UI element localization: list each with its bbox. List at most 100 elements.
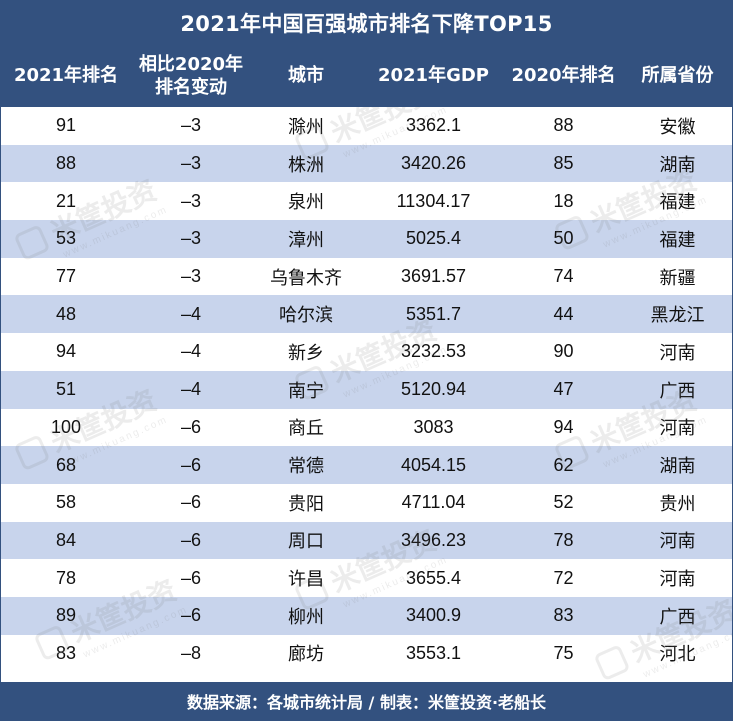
cell-gdp-2021: 3655.4 xyxy=(405,567,462,588)
cell-province: 河北 xyxy=(659,644,696,666)
cell-city: 新乡 xyxy=(288,342,324,364)
cell-rank-2021: 58 xyxy=(55,492,77,513)
cell-rank-change: –6 xyxy=(180,492,202,513)
cell-city: 商丘 xyxy=(288,418,324,440)
cell-rank-2020: 62 xyxy=(553,454,574,475)
cell-rank-2020: 52 xyxy=(553,492,574,513)
table-row: 78 –6 许昌 3655.4 72 河南 xyxy=(1,559,732,597)
cell-gdp-2021: 3496.23 xyxy=(400,529,467,550)
header-rank-change-line2: 排名变动 xyxy=(155,77,227,98)
cell-rank-2021: 94 xyxy=(55,341,77,362)
cell-gdp-2021: 11304.17 xyxy=(396,190,471,211)
cell-gdp-2021: 5120.94 xyxy=(400,379,467,400)
header-rank-change-line1: 相比2020年 xyxy=(138,53,244,75)
cell-rank-2020: 72 xyxy=(553,567,574,588)
cell-province: 福建 xyxy=(659,192,696,214)
header-city: 城市 xyxy=(288,65,324,87)
cell-rank-2020: 18 xyxy=(553,190,574,211)
cell-rank-change: –3 xyxy=(180,266,202,287)
cell-rank-2021: 51 xyxy=(55,379,77,400)
cell-rank-2021: 88 xyxy=(55,153,77,174)
cell-rank-2020: 44 xyxy=(553,303,574,324)
header-rank-2021: 2021年排名 xyxy=(13,65,119,87)
cell-rank-2020: 88 xyxy=(553,115,574,136)
cell-city: 周口 xyxy=(288,531,324,553)
cell-city: 常德 xyxy=(288,456,324,478)
cell-province: 福建 xyxy=(659,229,696,251)
cell-city: 滁州 xyxy=(288,116,324,138)
cell-rank-2020: 47 xyxy=(553,379,574,400)
cell-gdp-2021: 3083 xyxy=(413,416,454,437)
cell-gdp-2021: 3553.1 xyxy=(405,642,462,663)
table-title: 2021年中国百强城市排名下降TOP15 xyxy=(1,1,732,45)
cell-province: 黑龙江 xyxy=(650,305,705,327)
cell-province: 河南 xyxy=(659,418,696,440)
table-row: 91 –3 滁州 3362.1 88 安徽 xyxy=(1,107,732,145)
cell-rank-change: –6 xyxy=(180,529,202,550)
table-row: 89 –6 柳州 3400.9 83 广西 xyxy=(1,596,732,635)
cell-rank-2021: 89 xyxy=(55,605,77,626)
cell-rank-2020: 78 xyxy=(553,529,574,550)
cell-gdp-2021: 3362.1 xyxy=(405,115,462,136)
table-row: 77 –3 乌鲁木齐 3691.57 74 新疆 xyxy=(1,257,732,296)
cell-gdp-2021: 4711.04 xyxy=(401,492,466,513)
cell-rank-2021: 21 xyxy=(55,190,77,211)
cell-rank-2021: 53 xyxy=(55,228,77,249)
cell-rank-2021: 91 xyxy=(55,115,77,136)
cell-rank-2020: 90 xyxy=(553,341,574,362)
cell-province: 河南 xyxy=(659,569,696,591)
cell-city: 哈尔滨 xyxy=(279,305,333,327)
header-rank-change: 相比2020年 排名变动 xyxy=(131,53,251,100)
cell-gdp-2021: 3420.26 xyxy=(400,153,467,174)
cell-rank-2021: 84 xyxy=(55,529,77,550)
cell-rank-change: –3 xyxy=(180,153,202,174)
cell-rank-2020: 83 xyxy=(553,605,574,626)
table-row: 48 –4 哈尔滨 5351.7 44 黑龙江 xyxy=(1,295,732,334)
cell-rank-2021: 48 xyxy=(55,303,77,324)
cell-rank-2020: 75 xyxy=(553,642,574,663)
cell-province: 湖南 xyxy=(659,154,696,176)
cell-province: 河南 xyxy=(659,342,696,364)
cell-province: 湖南 xyxy=(659,456,696,478)
cell-province: 安徽 xyxy=(659,116,696,138)
cell-rank-change: –3 xyxy=(180,228,202,249)
cell-province: 新疆 xyxy=(659,267,696,289)
cell-gdp-2021: 5351.7 xyxy=(405,303,462,324)
cell-city: 贵阳 xyxy=(288,493,324,515)
cell-rank-change: –3 xyxy=(180,190,202,211)
cell-rank-change: –6 xyxy=(180,454,202,475)
cell-province: 河南 xyxy=(659,531,696,553)
cell-rank-change: –6 xyxy=(180,567,202,588)
header-gdp-2021: 2021年GDP xyxy=(377,65,489,87)
header-rank-2020: 2020年排名 xyxy=(511,65,616,87)
cell-gdp-2021: 5025.4 xyxy=(405,228,462,249)
cell-city: 株洲 xyxy=(288,154,324,176)
cell-rank-2021: 68 xyxy=(55,454,77,475)
cell-rank-change: –6 xyxy=(180,605,202,626)
table-row: 84 –6 周口 3496.23 78 河南 xyxy=(1,521,732,560)
table-header: 2021年排名 相比2020年 排名变动 城市 2021年GDP 2020年排名… xyxy=(1,45,732,107)
table-row: 68 –6 常德 4054.15 62 湖南 xyxy=(1,446,732,484)
cell-province: 广西 xyxy=(659,380,696,402)
header-province: 所属省份 xyxy=(641,65,714,87)
cell-gdp-2021: 4054.15 xyxy=(400,454,467,475)
table-row: 83 –8 廊坊 3553.1 75 河北 xyxy=(1,634,732,673)
cell-gdp-2021: 3400.9 xyxy=(405,605,462,626)
cell-rank-change: –3 xyxy=(180,115,202,136)
table-row: 58 –6 贵阳 4711.04 52 贵州 xyxy=(1,483,732,522)
cell-province: 广西 xyxy=(659,606,696,628)
cell-rank-2020: 94 xyxy=(553,416,574,437)
cell-rank-2020: 74 xyxy=(553,266,574,287)
table-body: 91 –3 滁州 3362.1 88 安徽 88 –3 株洲 3420.26 85 湖南 21 –3 泉州 1… xyxy=(1,107,732,673)
table-row: 100 –6 商丘 3083 94 河南 xyxy=(1,408,732,447)
cell-city: 柳州 xyxy=(288,606,324,628)
table-row: 21 –3 泉州 11304.17 18 福建 xyxy=(1,182,732,221)
cell-rank-change: –4 xyxy=(180,341,202,362)
cell-city: 乌鲁木齐 xyxy=(270,267,342,289)
cell-rank-2020: 50 xyxy=(553,228,574,249)
cell-gdp-2021: 3691.57 xyxy=(400,266,467,287)
cell-province: 贵州 xyxy=(659,493,696,515)
cell-rank-2021: 100 xyxy=(50,416,82,437)
cell-rank-change: –8 xyxy=(180,642,202,663)
